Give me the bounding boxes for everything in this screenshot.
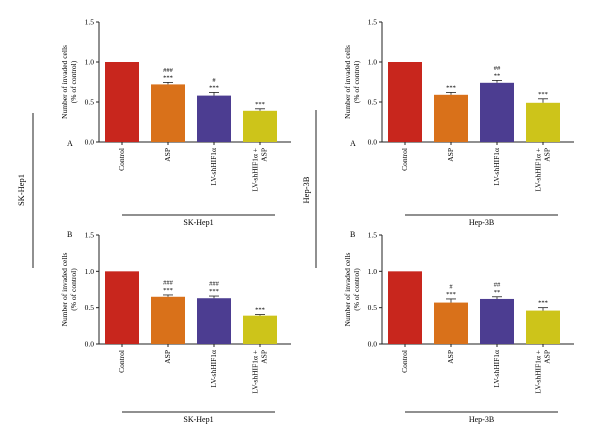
category-label: LV-shHIF1α [209, 148, 218, 186]
category-label: ASP [163, 148, 172, 162]
significance-marker: ** [494, 72, 501, 79]
bar-3 [197, 95, 231, 142]
significance-marker: ** [494, 289, 501, 296]
bar-1 [388, 62, 422, 142]
significance-marker: *** [163, 74, 173, 81]
bar-3 [480, 82, 514, 142]
y-axis-label: Number of invaded cells [60, 252, 69, 326]
y-tick-label: 1.0 [368, 267, 378, 276]
category-label: Control [117, 350, 126, 373]
y-tick-label: 0.5 [85, 303, 95, 312]
y-tick-label: 1.0 [368, 58, 378, 67]
bar-4 [526, 102, 560, 142]
bar-4 [243, 110, 277, 142]
y-tick-label: 1.5 [85, 18, 95, 27]
significance-marker: *** [163, 287, 173, 294]
group-label: Hep-3B [469, 415, 494, 424]
y-axis-label: (% of control) [69, 268, 78, 311]
category-label: LV-shHIF1α + [251, 148, 260, 192]
category-label: ASP [543, 148, 552, 162]
group-label: SK-Hep1 [183, 415, 213, 424]
category-label: ASP [163, 350, 172, 364]
category-label: ASP [260, 350, 269, 364]
bar-1 [105, 62, 139, 142]
bar-1 [388, 271, 422, 344]
bar-2 [434, 94, 468, 142]
significance-marker: ### [163, 67, 174, 74]
bar-4 [243, 315, 277, 344]
significance-marker: *** [209, 84, 219, 91]
y-axis-label: (% of control) [69, 60, 78, 103]
significance-marker: ### [163, 279, 174, 286]
bar-3 [197, 298, 231, 344]
side-label-sk-hep1: SK-Hep1 [16, 174, 26, 206]
bar-2 [151, 84, 185, 142]
group-label: SK-Hep1 [183, 218, 213, 227]
panel-label: A [350, 139, 356, 148]
y-tick-label: 1.5 [368, 231, 378, 240]
category-label: LV-shHIF1α [492, 148, 501, 186]
bar-4 [526, 310, 560, 344]
bar-3 [480, 298, 514, 344]
y-tick-label: 1.5 [85, 231, 95, 240]
category-label: LV-shHIF1α + [251, 350, 260, 394]
category-label: LV-shHIF1α + [534, 350, 543, 394]
bar-2 [151, 296, 185, 344]
panel-label: B [350, 230, 355, 239]
y-tick-label: 1.0 [85, 267, 95, 276]
significance-marker: # [449, 283, 453, 290]
category-label: Control [400, 350, 409, 373]
side-label-hep-3b: Hep-3B [301, 176, 311, 203]
panel-label: A [67, 139, 73, 148]
y-tick-label: 0.5 [368, 303, 378, 312]
y-tick-label: 0.5 [85, 98, 95, 107]
significance-marker: *** [446, 84, 456, 91]
chart-panel-1: 0.0 0.5 1.0 1.5 Number of invaded cells (% of… [60, 18, 291, 227]
category-label: ASP [446, 350, 455, 364]
chart-panel-4: 0.0 0.5 1.0 1.5 Number of invaded cells (% of… [343, 230, 574, 424]
category-label: ASP [446, 148, 455, 162]
category-label: ASP [260, 148, 269, 162]
y-tick-label: 0.0 [85, 340, 95, 349]
panel-label: B [67, 230, 72, 239]
category-label: LV-shHIF1α [209, 350, 218, 388]
significance-marker: ## [494, 65, 501, 72]
group-label: Hep-3B [469, 218, 494, 227]
significance-marker: # [212, 77, 216, 84]
y-tick-label: 0.5 [368, 98, 378, 107]
y-axis-label: Number of invaded cells [343, 45, 352, 119]
significance-marker: *** [538, 300, 548, 307]
y-tick-label: 0.0 [368, 340, 378, 349]
significance-marker: ### [209, 281, 220, 288]
significance-marker: *** [446, 291, 456, 298]
category-label: LV-shHIF1α + [534, 148, 543, 192]
significance-marker: *** [209, 288, 219, 295]
category-label: Control [117, 148, 126, 171]
category-label: LV-shHIF1α [492, 350, 501, 388]
y-tick-label: 0.0 [85, 138, 95, 147]
y-tick-label: 1.0 [85, 58, 95, 67]
significance-marker: *** [255, 101, 265, 108]
chart-panel-3: 0.0 0.5 1.0 1.5 Number of invaded cells (% of… [60, 230, 291, 424]
significance-marker: *** [538, 91, 548, 98]
y-axis-label: (% of control) [352, 268, 361, 311]
category-label: ASP [543, 350, 552, 364]
y-axis-label: Number of invaded cells [60, 45, 69, 119]
bar-2 [434, 302, 468, 344]
chart-panel-2: 0.0 0.5 1.0 1.5 Number of invaded cells (% of… [343, 18, 574, 227]
y-axis-label: Number of invaded cells [343, 252, 352, 326]
bar-1 [105, 271, 139, 344]
significance-marker: *** [255, 307, 265, 314]
significance-marker: ## [494, 281, 501, 288]
category-label: Control [400, 148, 409, 171]
y-tick-label: 0.0 [368, 138, 378, 147]
y-tick-label: 1.5 [368, 18, 378, 27]
y-axis-label: (% of control) [352, 60, 361, 103]
